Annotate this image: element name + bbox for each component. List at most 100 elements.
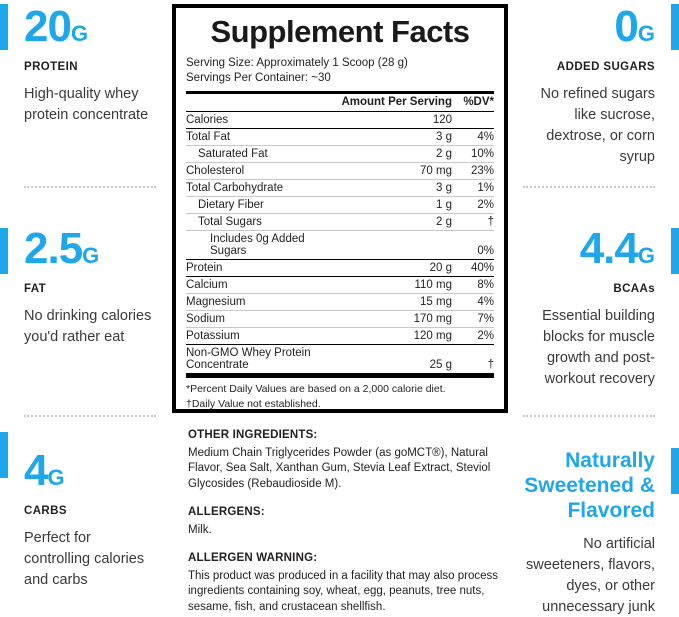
row-dv: 4% (452, 128, 494, 146)
row-name: Sodium (186, 310, 342, 328)
row-amount: 2 g (341, 145, 452, 163)
ingredients-section: OTHER INGREDIENTS: Medium Chain Triglyce… (188, 428, 500, 617)
header-percent-dv: %DV* (452, 94, 494, 112)
accent-bar-carbs (0, 432, 8, 478)
stat-value-carbs: 4 (24, 446, 49, 495)
row-amount: 3 g (341, 128, 452, 146)
row-name: Magnesium (186, 293, 342, 311)
stat-panel-fat: 2.5G FAT No drinking calories you'd rath… (0, 226, 170, 348)
stat-unit-bcaas: G (637, 243, 655, 268)
row-dv: † (452, 213, 494, 231)
row-name: Cholesterol (186, 162, 342, 180)
stat-desc-bcaas: Essential building blocks for muscle gro… (542, 308, 655, 387)
footnote-dagger: †Daily Value not established. (186, 398, 321, 410)
footnote-percent-dv: *Percent Daily Values are based on a 2,0… (186, 383, 446, 395)
stat-desc-protein: High-quality whey protein concentrate (24, 86, 149, 123)
serving-size: Serving Size: Approximately 1 Scoop (28 … (186, 57, 408, 69)
divider-right-2 (523, 415, 655, 417)
stat-value-protein: 20 (24, 2, 72, 51)
stat-label-bcaas: BCAAs (613, 283, 655, 295)
stat-number-fat: 2.5G (24, 226, 160, 279)
stat-desc-fat: No drinking calories you'd rather eat (24, 308, 152, 345)
row-dv (452, 111, 494, 129)
row-amount: 70 mg (341, 162, 452, 180)
row-dv: 8% (452, 276, 494, 294)
table-row: Magnesium 15 mg 4% (186, 293, 494, 311)
row-amount: 1 g (341, 196, 452, 214)
row-dv: 2% (452, 196, 494, 214)
table-row: Protein 20 g 40% (186, 259, 494, 277)
row-amount: 15 mg (341, 293, 452, 311)
allergens-body: Milk. (188, 523, 212, 536)
row-dv: 40% (452, 259, 494, 277)
accent-bar-bcaas (671, 228, 679, 274)
table-row: Calories 120 (186, 111, 494, 129)
row-name: Non-GMO Whey Protein Concentrate (186, 347, 311, 371)
header-amount-per-serving: Amount Per Serving (341, 94, 452, 112)
row-amount: 120 (341, 111, 452, 129)
other-ingredients-heading: OTHER INGREDIENTS: (188, 429, 318, 441)
stat-desc-carbs: Perfect for controlling calories and car… (24, 530, 145, 588)
stat-desc-naturally-sweetened: No artificial sweeteners, flavors, dyes,… (526, 536, 655, 615)
rule-under-serving (186, 91, 494, 94)
row-name: Dietary Fiber (186, 196, 342, 214)
row-amount: 110 mg (341, 276, 452, 294)
table-row: Saturated Fat 2 g 10% (186, 145, 494, 163)
accent-bar-naturally-sweetened (671, 448, 679, 494)
row-amount: 2 g (341, 213, 452, 231)
divider-left-1 (24, 186, 156, 188)
row-amount: 3 g (341, 179, 452, 197)
stat-unit-carbs: G (47, 465, 65, 490)
stat-panel-added-sugars: 0G ADDED SUGARS No refined sugars like s… (509, 4, 679, 168)
nutrition-table-header: Amount Per Serving %DV* (186, 94, 494, 112)
row-dv: † (487, 359, 494, 371)
allergens-heading: ALLERGENS: (188, 506, 265, 518)
accent-bar-added-sugars (671, 4, 679, 50)
divider-left-2 (24, 415, 156, 417)
table-row: Total Sugars 2 g † (186, 213, 494, 231)
supplement-facts-title: Supplement Facts (210, 14, 471, 49)
stat-unit-added-sugars: G (637, 21, 655, 46)
row-name: Total Sugars (186, 213, 342, 231)
row-dv: 10% (452, 145, 494, 163)
rule-above-footnotes (186, 373, 494, 378)
row-name: Total Fat (186, 128, 342, 146)
stat-desc-added-sugars: No refined sugars like sucrose, dextrose… (540, 86, 655, 165)
stat-label-fat: FAT (24, 283, 47, 295)
stat-panel-protein: 20G PROTEIN High-quality whey protein co… (0, 4, 170, 126)
footnotes: *Percent Daily Values are based on a 2,0… (186, 378, 494, 412)
stat-panel-naturally-sweetened: Naturally Sweetened & Flavored No artifi… (509, 448, 679, 617)
row-amount: 20 g (341, 259, 452, 277)
row-dv: 23% (452, 162, 494, 180)
table-row: Dietary Fiber 1 g 2% (186, 196, 494, 214)
row-amount: 170 mg (341, 310, 452, 328)
row-name: Calories (186, 111, 342, 129)
allergen-warning-body: This product was produced in a facility … (188, 569, 499, 613)
row-dv: 2% (452, 327, 494, 345)
stat-value-fat: 2.5 (24, 224, 83, 273)
stat-number-added-sugars: 0G (519, 4, 655, 57)
stat-unit-fat: G (82, 243, 100, 268)
nutrition-table: Amount Per Serving %DV* Calories 120 Tot… (186, 94, 494, 373)
supplement-facts-panel: Supplement Facts Serving Size: Approxima… (172, 4, 508, 413)
table-row: Sodium 170 mg 7% (186, 310, 494, 328)
table-row: Total Carbohydrate 3 g 1% (186, 179, 494, 197)
accent-bar-fat (0, 228, 8, 274)
stat-unit-protein: G (70, 21, 89, 46)
stat-value-added-sugars: 0 (614, 2, 639, 51)
table-row: Includes 0g Added Sugars 0% (186, 230, 494, 260)
left-stats-column: 20G PROTEIN High-quality whey protein co… (0, 0, 170, 617)
headline-naturally-sweetened: Naturally Sweetened & Flavored (524, 449, 655, 522)
stat-number-carbs: 4G (24, 448, 160, 501)
row-name: Protein (186, 259, 342, 277)
row-amount: 25 g (429, 359, 452, 371)
other-ingredients-body: Medium Chain Triglycerides Powder (as go… (188, 446, 491, 490)
stat-value-bcaas: 4.4 (579, 224, 639, 273)
table-row: Total Fat 3 g 4% (186, 128, 494, 146)
accent-bar-protein (0, 4, 8, 50)
row-amount: 120 mg (341, 327, 452, 345)
row-name: Potassium (186, 327, 342, 345)
divider-right-1 (523, 186, 655, 188)
right-stats-column: 0G ADDED SUGARS No refined sugars like s… (509, 0, 679, 617)
